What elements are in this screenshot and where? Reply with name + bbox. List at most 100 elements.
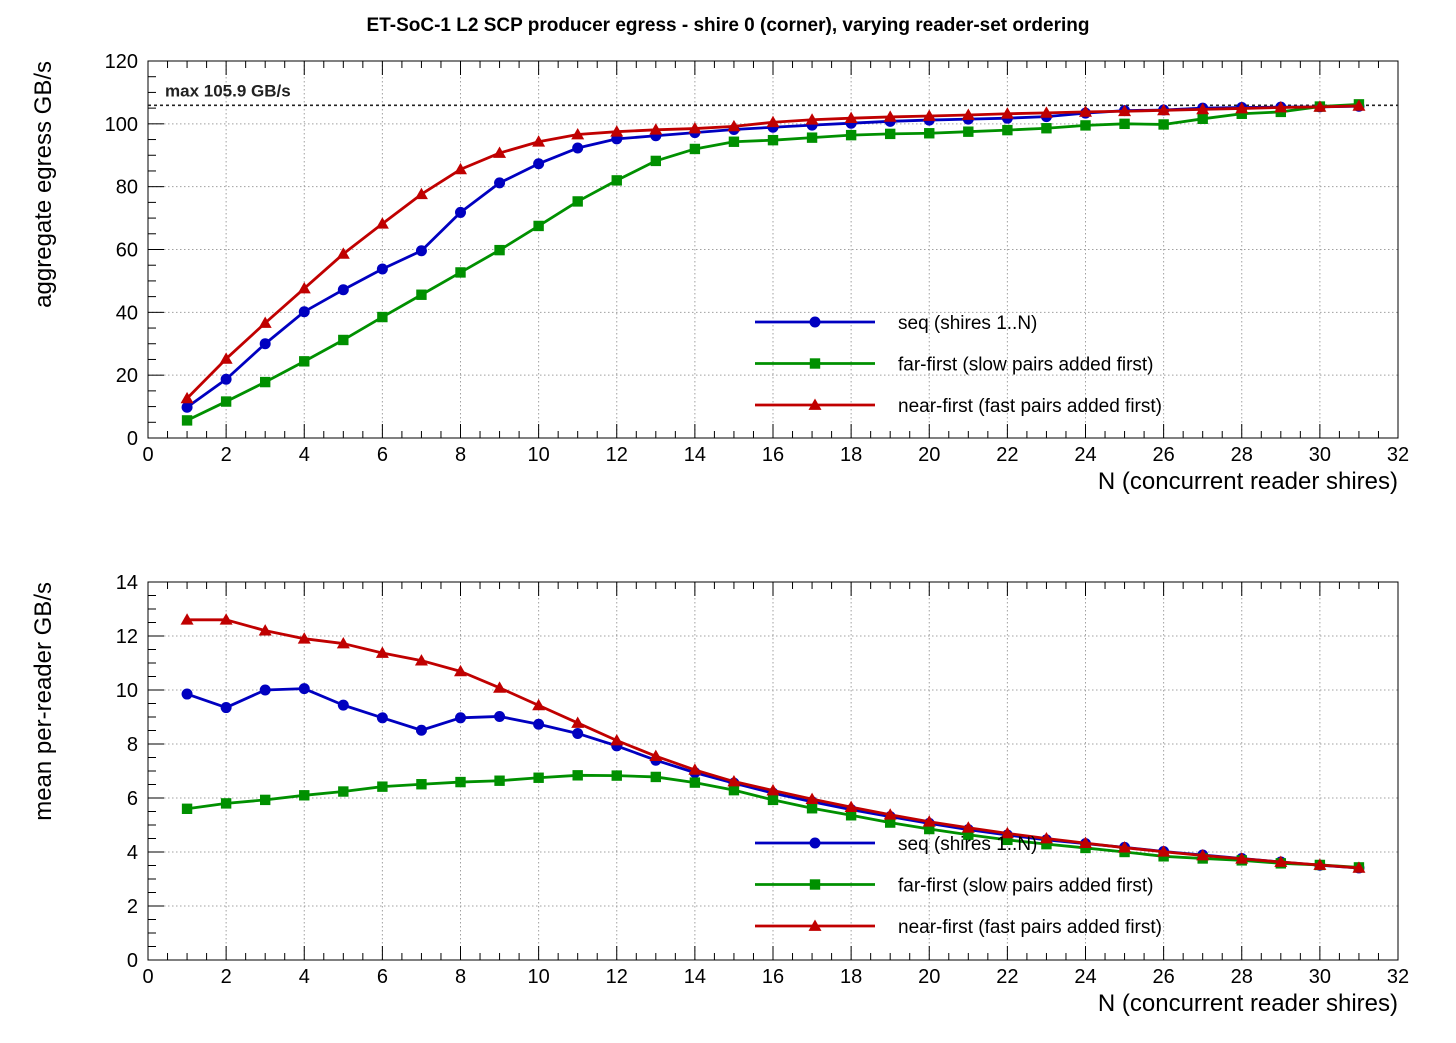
- data-point-near: [180, 391, 194, 404]
- max-annotation: max 105.9 GB/s: [165, 81, 291, 100]
- legend-label: near-first (fast pairs added first): [898, 396, 1162, 417]
- data-point-near: [1274, 855, 1288, 867]
- legend: seq (shires 1..N) far-first (slow pairs a…: [755, 313, 1162, 417]
- series-near: [180, 99, 1366, 404]
- x-axis-title: N (concurrent reader shires): [1098, 468, 1398, 495]
- data-point-near: [532, 698, 546, 711]
- data-point-near: [1313, 858, 1327, 870]
- y-tick-labels: 0 2 4 6 8 10 12 14: [116, 572, 138, 972]
- data-point-far: [611, 175, 622, 186]
- y-tick-label: 0: [127, 950, 138, 972]
- data-point-far: [924, 128, 935, 139]
- data-point-seq: [376, 712, 388, 724]
- data-point-seq: [298, 306, 310, 318]
- data-point-seq: [181, 401, 193, 413]
- x-tick-label: 26: [1153, 966, 1175, 988]
- data-point-near: [1352, 99, 1366, 111]
- data-point-far: [181, 415, 193, 426]
- y-tick-label: 10: [116, 680, 138, 702]
- data-point-seq: [415, 724, 427, 736]
- data-point-seq: [259, 684, 271, 696]
- x-tick-label: 12: [606, 444, 628, 466]
- data-point-far: [650, 771, 662, 783]
- data-point-seq: [337, 699, 349, 711]
- data-point-near: [883, 110, 897, 122]
- data-point-seq: [572, 727, 584, 739]
- data-point-far: [572, 196, 583, 207]
- data-point-far: [1041, 838, 1052, 850]
- data-point-near: [1196, 102, 1210, 115]
- legend-label: far-first (slow pairs added first): [898, 355, 1154, 376]
- data-point-near: [375, 646, 389, 658]
- data-point-near: [922, 109, 936, 121]
- legend-swatch-marker: [809, 879, 821, 890]
- data-point-seq: [220, 702, 232, 714]
- y-axis-title: mean per-reader GB/s: [30, 582, 57, 821]
- x-tick-label: 24: [1074, 966, 1096, 988]
- data-point-seq: [572, 142, 584, 154]
- legend-item-seq: seq (shires 1..N): [755, 834, 1037, 855]
- x-axis-title: N (concurrent reader shires): [1098, 990, 1398, 1017]
- legend-label: far-first (slow pairs added first): [898, 876, 1154, 897]
- x-tick-label: 18: [840, 966, 862, 988]
- legend-label: seq (shires 1..N): [898, 313, 1037, 334]
- data-point-near: [961, 108, 975, 120]
- data-point-far: [1041, 123, 1052, 134]
- x-tick-label: 0: [142, 444, 153, 466]
- data-point-near: [922, 815, 936, 827]
- y-tick-labels: 0 20 40 60 80 100 120: [105, 51, 138, 450]
- x-tick-label: 4: [299, 966, 310, 988]
- data-point-far: [299, 356, 310, 367]
- data-point-seq: [533, 718, 545, 730]
- data-point-far: [377, 781, 388, 792]
- data-point-far: [1158, 119, 1169, 130]
- x-tick-label: 32: [1387, 966, 1409, 988]
- data-point-near: [571, 128, 585, 140]
- y-tick-label: 14: [116, 572, 138, 594]
- legend-item-far: far-first (slow pairs added first): [755, 876, 1154, 897]
- data-point-near: [1000, 107, 1014, 119]
- data-point-far: [533, 772, 544, 783]
- x-tick-label: 6: [377, 966, 388, 988]
- data-point-far: [728, 784, 740, 796]
- x-tick-label: 32: [1387, 444, 1409, 466]
- y-tick-label: 60: [116, 240, 138, 262]
- data-point-seq: [259, 338, 271, 350]
- legend-item-near: near-first (fast pairs added first): [755, 917, 1162, 938]
- data-point-near: [688, 763, 702, 775]
- ticks: [147, 581, 1399, 961]
- data-point-far: [181, 803, 193, 814]
- legend-swatch-marker: [809, 358, 821, 369]
- y-tick-label: 4: [127, 842, 138, 864]
- data-point-near: [1313, 100, 1327, 112]
- data-point-near: [1235, 852, 1249, 864]
- x-tick-label: 4: [299, 444, 310, 466]
- data-point-far: [963, 126, 974, 137]
- data-point-near: [649, 749, 663, 762]
- x-tick-label: 0: [142, 966, 153, 988]
- data-point-near: [532, 135, 546, 147]
- x-tick-label: 8: [455, 444, 466, 466]
- data-point-far: [377, 311, 388, 323]
- data-point-near: [1079, 105, 1092, 117]
- data-point-far: [767, 794, 779, 806]
- data-point-far: [806, 803, 818, 814]
- data-point-far: [494, 244, 505, 256]
- x-tick-label: 22: [996, 966, 1018, 988]
- data-point-far: [884, 128, 896, 140]
- data-point-near: [649, 123, 663, 135]
- data-point-seq: [494, 710, 506, 722]
- data-point-seq: [376, 263, 388, 275]
- data-point-far: [338, 786, 349, 797]
- data-point-near: [1079, 836, 1092, 848]
- x-tick-label: 30: [1309, 966, 1331, 988]
- x-tick-label: 28: [1231, 966, 1253, 988]
- data-point-near: [414, 187, 428, 200]
- data-point-far: [963, 829, 974, 840]
- x-tick-label: 6: [377, 444, 388, 466]
- x-tick-label: 20: [918, 966, 940, 988]
- data-point-near: [1039, 106, 1053, 118]
- y-tick-label: 8: [127, 734, 138, 756]
- data-point-far: [455, 776, 466, 788]
- x-tick-label: 18: [840, 444, 862, 466]
